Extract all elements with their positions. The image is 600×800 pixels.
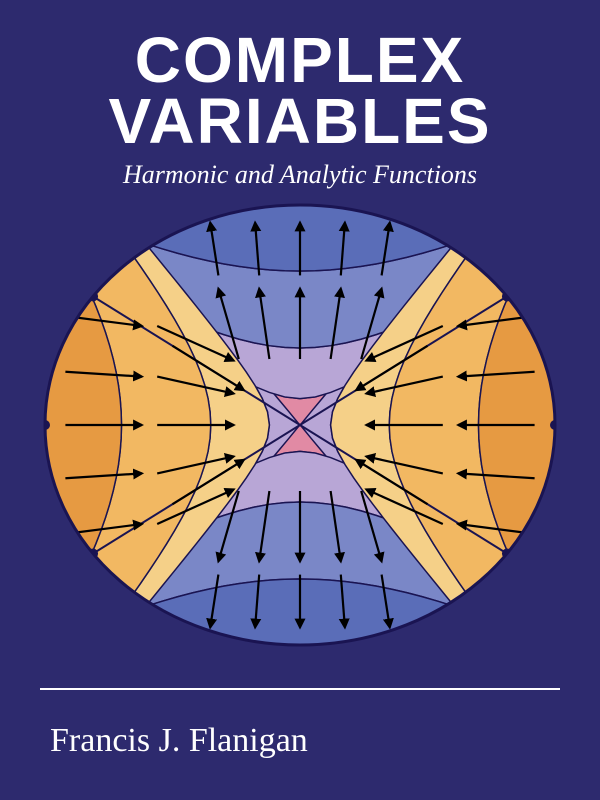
- book-subtitle: Harmonic and Analytic Functions: [0, 160, 600, 190]
- title-line-2: VARIABLES: [0, 91, 600, 152]
- cover-diagram: [40, 200, 560, 650]
- book-cover: COMPLEX VARIABLES Harmonic and Analytic …: [0, 0, 600, 800]
- title-line-1: COMPLEX: [0, 30, 600, 91]
- book-title: COMPLEX VARIABLES: [0, 30, 600, 152]
- divider-line: [40, 688, 560, 690]
- title-block: COMPLEX VARIABLES Harmonic and Analytic …: [0, 30, 600, 190]
- author-name: Francis J. Flanigan: [50, 722, 308, 760]
